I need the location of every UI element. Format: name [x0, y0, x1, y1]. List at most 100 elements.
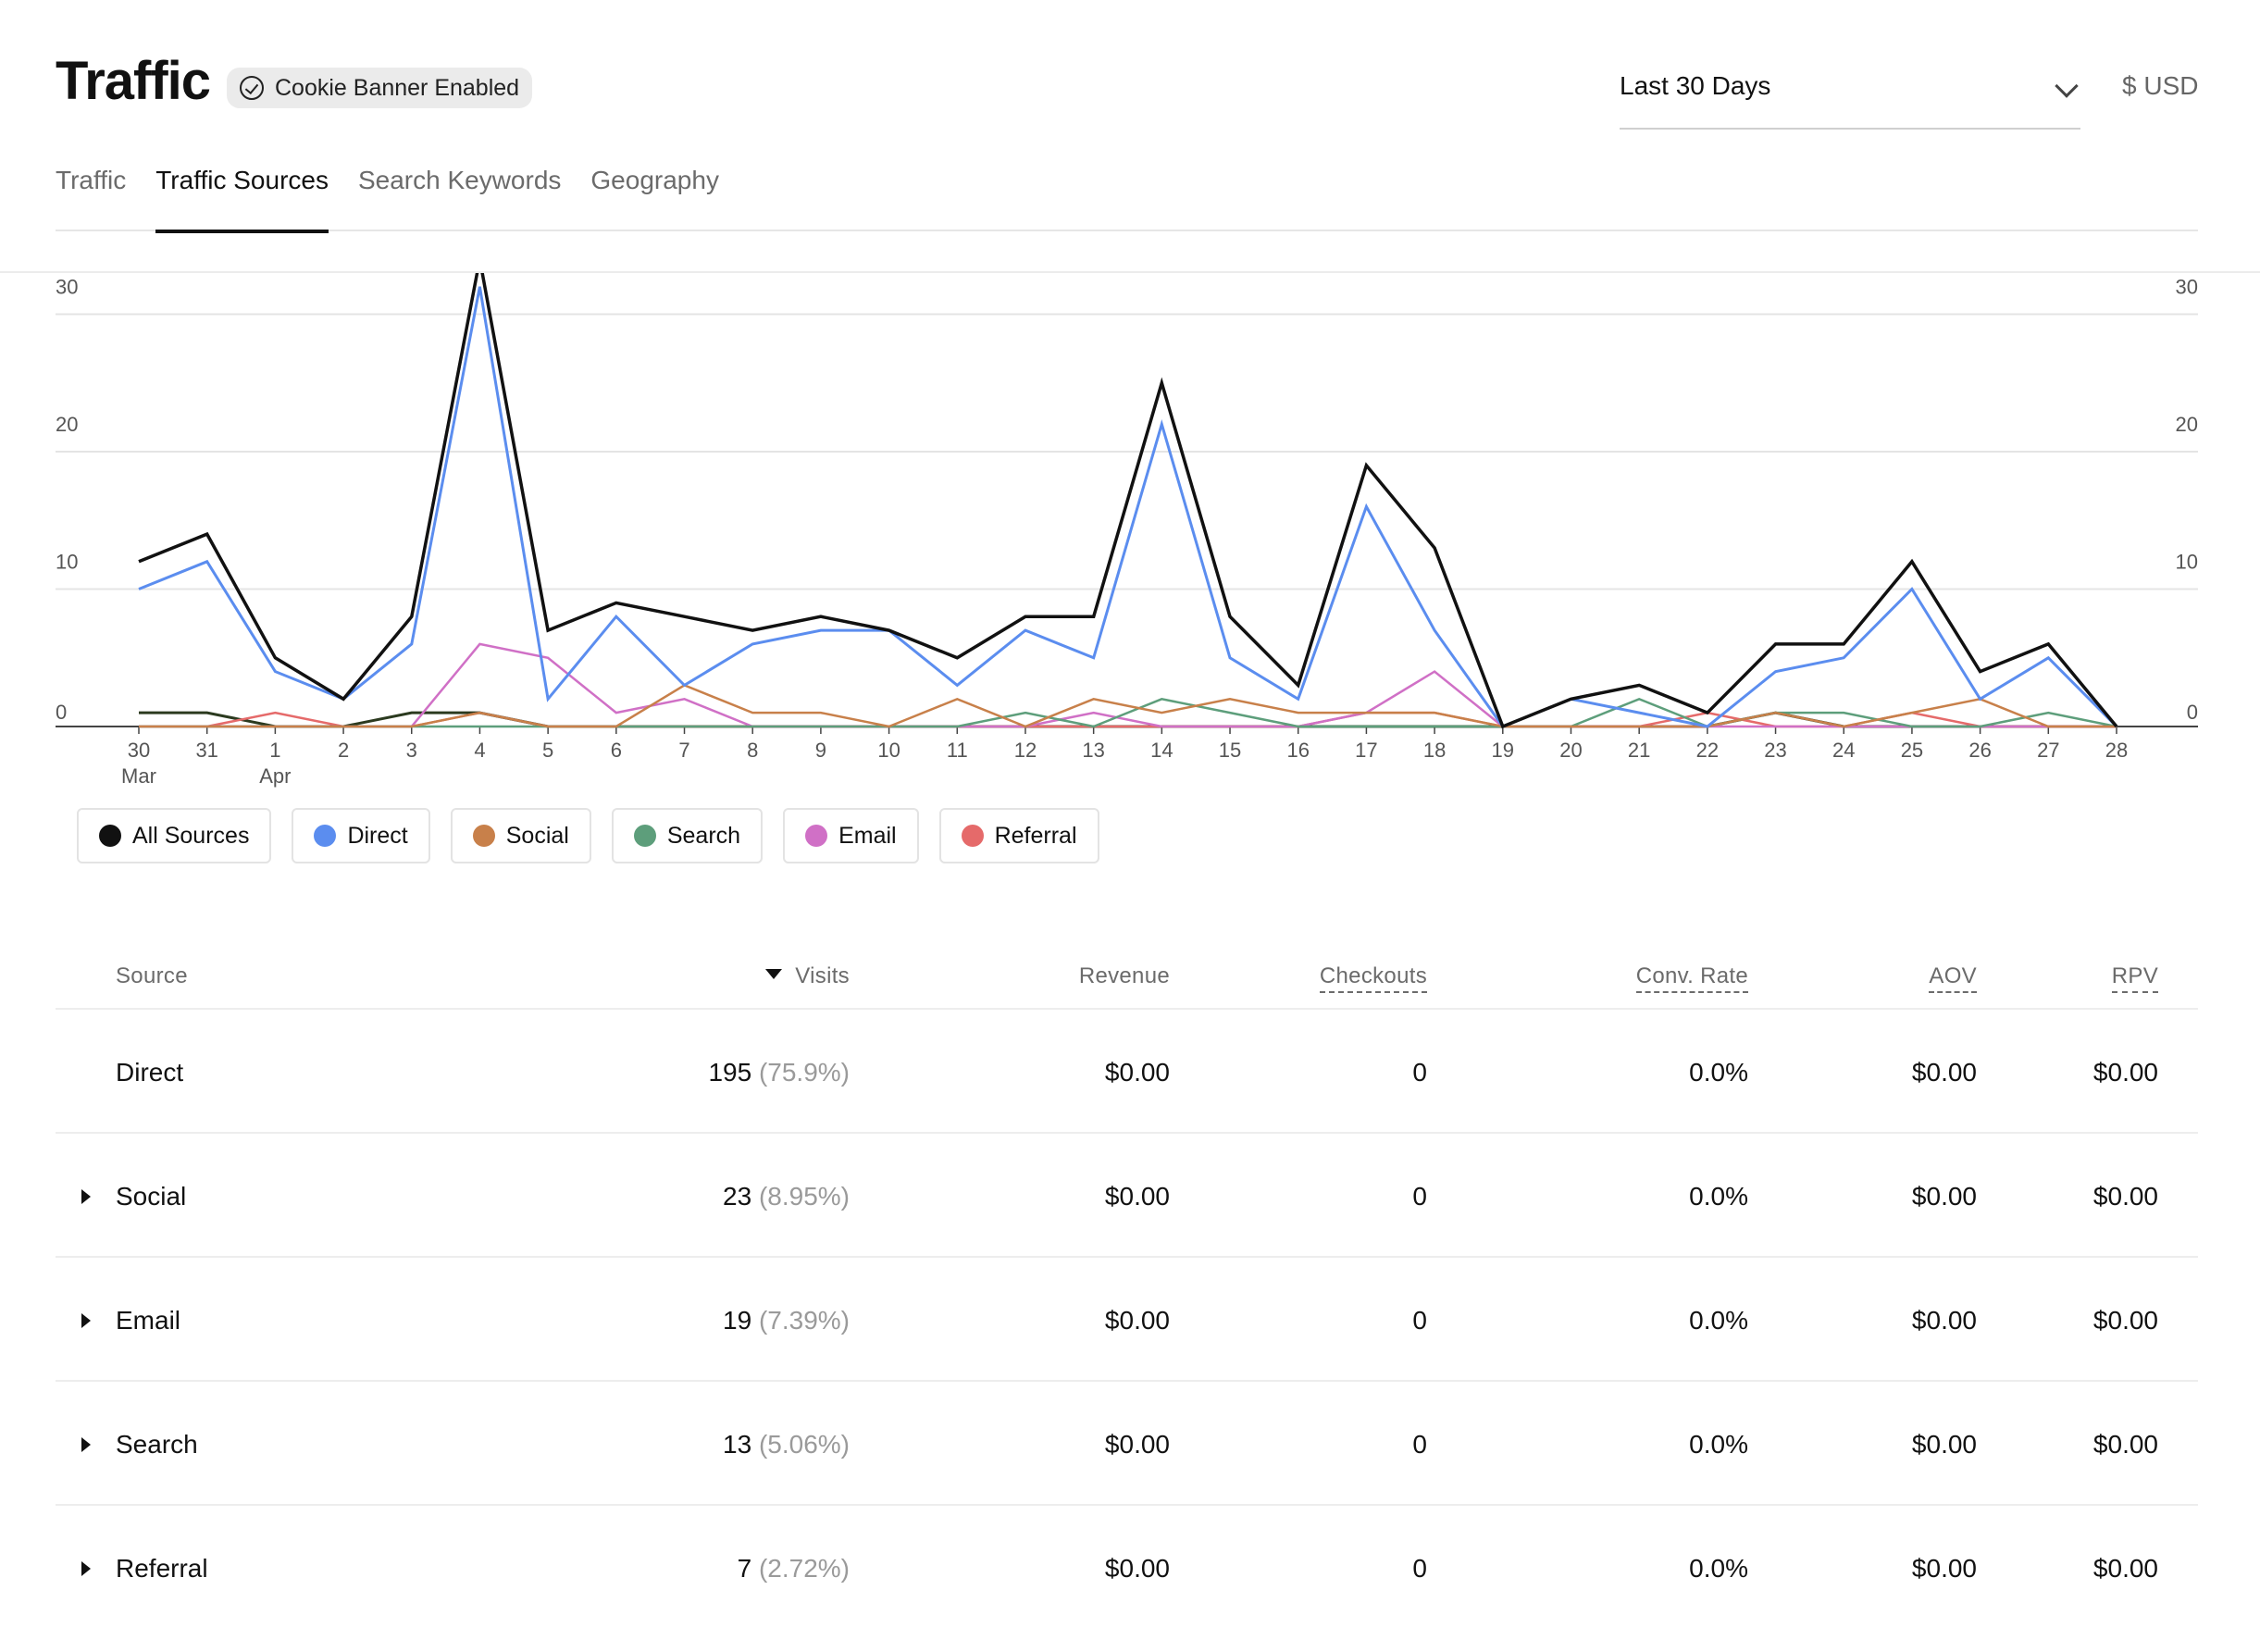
legend-dot: [633, 825, 656, 847]
page-title: Traffic: [56, 51, 211, 111]
date-range-value: Last 30 Days: [1620, 71, 1771, 100]
traffic-sources-table: Source Visits Revenue Checkouts Conv. Ra…: [56, 949, 2198, 1630]
y-tick-label-left: 10: [56, 551, 78, 574]
x-tick-label: 31: [195, 739, 217, 762]
series-line-email: [139, 642, 2117, 728]
row-conv-rate: 0.0%: [1689, 1182, 1748, 1211]
page-header: Traffic Cookie Banner Enabled Last 30 Da…: [0, 0, 2260, 273]
x-tick-label: 15: [1219, 739, 1241, 762]
table-row[interactable]: Search 13 (5.06%) $0.00 0 0.0% $0.00 $0.…: [56, 1382, 2198, 1506]
row-rpv: $0.00: [2092, 1306, 2158, 1335]
row-visits-count: 19: [723, 1306, 752, 1335]
series-line-search: [139, 697, 2117, 728]
series-line-all-sources: [138, 273, 2118, 729]
legend-dot: [99, 825, 121, 847]
legend-dot: [472, 825, 495, 847]
traffic-chart: 0 0 10 10 20 20 30 30 30 Mar 31 1 Apr 2 3 4 5 6 7 8 9 10 11 12 1…: [0, 273, 2260, 791]
cookie-banner-badge-label: Cookie Banner Enabled: [275, 74, 520, 101]
col-revenue[interactable]: Revenue: [1079, 963, 1170, 989]
col-visits[interactable]: Visits: [765, 963, 850, 989]
col-checkouts[interactable]: Checkouts: [1319, 963, 1427, 993]
row-rpv: $0.00: [2092, 1058, 2158, 1087]
x-tick-label: 7: [678, 739, 689, 762]
legend-referral[interactable]: Referral: [938, 808, 1099, 863]
table-row[interactable]: Referral 7 (2.72%) $0.00 0 0.0% $0.00 $0…: [56, 1506, 2198, 1630]
table-row[interactable]: Direct 195 (75.9%) $0.00 0 0.0% $0.00 $0…: [56, 1010, 2198, 1134]
legend-email[interactable]: Email: [783, 808, 919, 863]
y-tick-label-right: 10: [2176, 551, 2198, 574]
row-revenue: $0.00: [1104, 1430, 1170, 1459]
legend-direct[interactable]: Direct: [292, 808, 430, 863]
col-source-label: Source: [116, 963, 188, 988]
row-conv-rate: 0.0%: [1689, 1430, 1748, 1459]
tab-traffic[interactable]: Traffic: [56, 166, 127, 194]
y-tick-label-left: 30: [56, 276, 78, 299]
expand-caret-icon[interactable]: [81, 1561, 91, 1576]
col-aov[interactable]: AOV: [1929, 963, 1977, 993]
x-tick-label: 5: [542, 739, 553, 762]
row-aov: $0.00: [1911, 1182, 1977, 1211]
x-tick-label: 28: [2105, 739, 2128, 762]
sort-desc-icon: [765, 969, 783, 979]
row-aov: $0.00: [1911, 1058, 1977, 1087]
x-tick-label: 12: [1014, 739, 1037, 762]
x-tick-label: 4: [474, 739, 485, 762]
row-visits-pct: (7.39%): [758, 1306, 850, 1335]
x-tick-label: 13: [1082, 739, 1104, 762]
expand-caret-icon[interactable]: [81, 1189, 91, 1204]
tab-search-keywords[interactable]: Search Keywords: [357, 166, 562, 194]
row-rpv: $0.00: [2092, 1182, 2158, 1211]
row-conv-rate: 0.0%: [1689, 1058, 1748, 1087]
expand-caret-icon[interactable]: [81, 1437, 91, 1452]
col-rpv[interactable]: RPV: [2111, 963, 2158, 993]
row-revenue: $0.00: [1104, 1058, 1170, 1087]
table-header: Source Visits Revenue Checkouts Conv. Ra…: [56, 949, 2198, 1010]
series-line-direct: [138, 286, 2118, 728]
legend-label: Direct: [347, 822, 408, 849]
x-tick-label: 27: [2037, 739, 2059, 762]
row-visits: 19 (7.39%): [723, 1306, 850, 1335]
tab-geography[interactable]: Geography: [590, 166, 719, 194]
table-row[interactable]: Email 19 (7.39%) $0.00 0 0.0% $0.00 $0.0…: [56, 1258, 2198, 1382]
row-visits-pct: (2.72%): [758, 1554, 850, 1583]
row-source: Social: [116, 1182, 187, 1211]
x-tick-label: 3: [406, 739, 417, 762]
currency-label: $ USD: [2122, 71, 2199, 100]
row-visits: 195 (75.9%): [708, 1058, 850, 1087]
legend-dot: [314, 825, 337, 847]
row-aov: $0.00: [1911, 1306, 1977, 1335]
legend-label: Email: [838, 822, 897, 849]
row-checkouts: 0: [1412, 1058, 1427, 1087]
x-tick-label: 6: [611, 739, 622, 762]
x-tick-month-label: Mar: [121, 764, 156, 788]
col-rpv-label: RPV: [2111, 963, 2158, 993]
y-tick-label-left: 20: [56, 413, 78, 436]
row-visits: 7 (2.72%): [738, 1554, 850, 1584]
tab-traffic-sources[interactable]: Traffic Sources: [155, 157, 329, 233]
col-conv-rate[interactable]: Conv. Rate: [1635, 963, 1748, 993]
tab-bar: Traffic Traffic Sources Search Keywords …: [56, 157, 2198, 233]
row-visits-count: 195: [708, 1058, 752, 1087]
legend-all-sources[interactable]: All Sources: [77, 808, 272, 863]
legend-social[interactable]: Social: [450, 808, 591, 863]
x-tick-label: 2: [338, 739, 349, 762]
row-conv-rate: 0.0%: [1689, 1554, 1748, 1583]
row-visits: 23 (8.95%): [723, 1182, 850, 1211]
cookie-banner-badge: Cookie Banner Enabled: [227, 68, 533, 108]
col-checkouts-label: Checkouts: [1319, 963, 1427, 993]
x-tick-month-label: Apr: [259, 764, 291, 788]
col-visits-label: Visits: [795, 963, 850, 988]
row-checkouts: 0: [1412, 1182, 1427, 1211]
legend-search[interactable]: Search: [611, 808, 764, 863]
table-row[interactable]: Social 23 (8.95%) $0.00 0 0.0% $0.00 $0.…: [56, 1134, 2198, 1258]
x-tick-label: 23: [1764, 739, 1786, 762]
col-revenue-label: Revenue: [1078, 963, 1170, 988]
row-source: Referral: [116, 1554, 208, 1583]
y-tick-label-left: 0: [56, 701, 67, 724]
date-range-select[interactable]: Last 30 Days: [1620, 56, 2080, 130]
series-line-social: [139, 684, 2117, 728]
x-tick-label: 9: [815, 739, 826, 762]
x-tick-label: 1: [269, 739, 280, 762]
expand-caret-icon[interactable]: [81, 1313, 91, 1328]
